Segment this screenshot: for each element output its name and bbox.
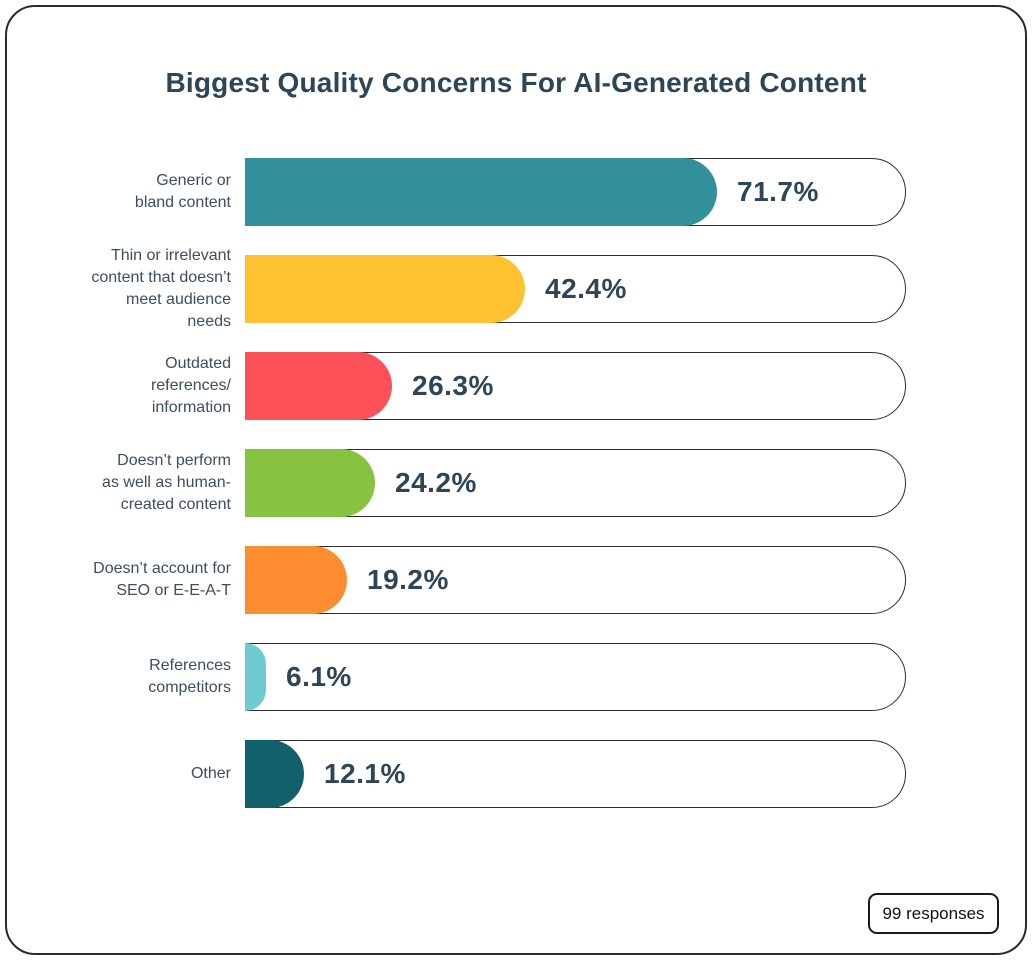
bar-row-doesnt-account-for-seo: Doesn’t account for SEO or E-E-A-T 19.2% [93, 546, 906, 614]
value-label: 71.7% [737, 176, 819, 207]
bar-label: Outdated references/ information [150, 355, 231, 416]
bar-fill [245, 352, 392, 420]
bar-fill [245, 643, 266, 711]
bar-label: Doesn’t account for SEO or E-E-A-T [93, 560, 231, 599]
chart-title: Biggest Quality Concerns For AI-Generate… [165, 67, 867, 98]
bar-label: References competitors [148, 657, 231, 696]
bar-label: Doesn’t perform as well as human- create… [102, 452, 231, 513]
bar-fill [245, 740, 304, 808]
bar-label: Other [190, 765, 231, 782]
bar-fill [245, 158, 717, 226]
value-label: 19.2% [367, 564, 449, 595]
bar-fill [245, 449, 375, 517]
bar-row-other: Other 12.1% [191, 740, 906, 808]
bar-row-generic-or-bland-content: Generic or bland content 71.7% [135, 158, 906, 226]
bar-track [245, 546, 906, 614]
bar-row-outdated-references: Outdated references/ information 26.3% [151, 352, 906, 420]
responses-count-label: 99 responses [882, 903, 985, 923]
bar-label: Thin or irrelevant content that doesn’t … [91, 247, 231, 330]
chart-card: Biggest Quality Concerns For AI-Generate… [5, 5, 1027, 955]
bar-track [245, 643, 906, 711]
bar-row-doesnt-perform-as-well: Doesn’t perform as well as human- create… [102, 449, 906, 517]
bar-row-thin-or-irrelevant-content: Thin or irrelevant content that doesn’t … [91, 247, 906, 330]
value-label: 42.4% [545, 273, 627, 304]
bar-fill [245, 546, 347, 614]
bar-row-references-competitors: References competitors 6.1% [148, 643, 906, 711]
value-label: 26.3% [412, 370, 494, 401]
value-label: 6.1% [286, 661, 352, 692]
value-label: 12.1% [324, 758, 406, 789]
bar-fill [245, 255, 525, 323]
bar-track [245, 740, 906, 808]
responses-count-badge: 99 responses [868, 893, 999, 934]
bar-label: Generic or bland content [134, 172, 231, 211]
value-label: 24.2% [395, 467, 477, 498]
